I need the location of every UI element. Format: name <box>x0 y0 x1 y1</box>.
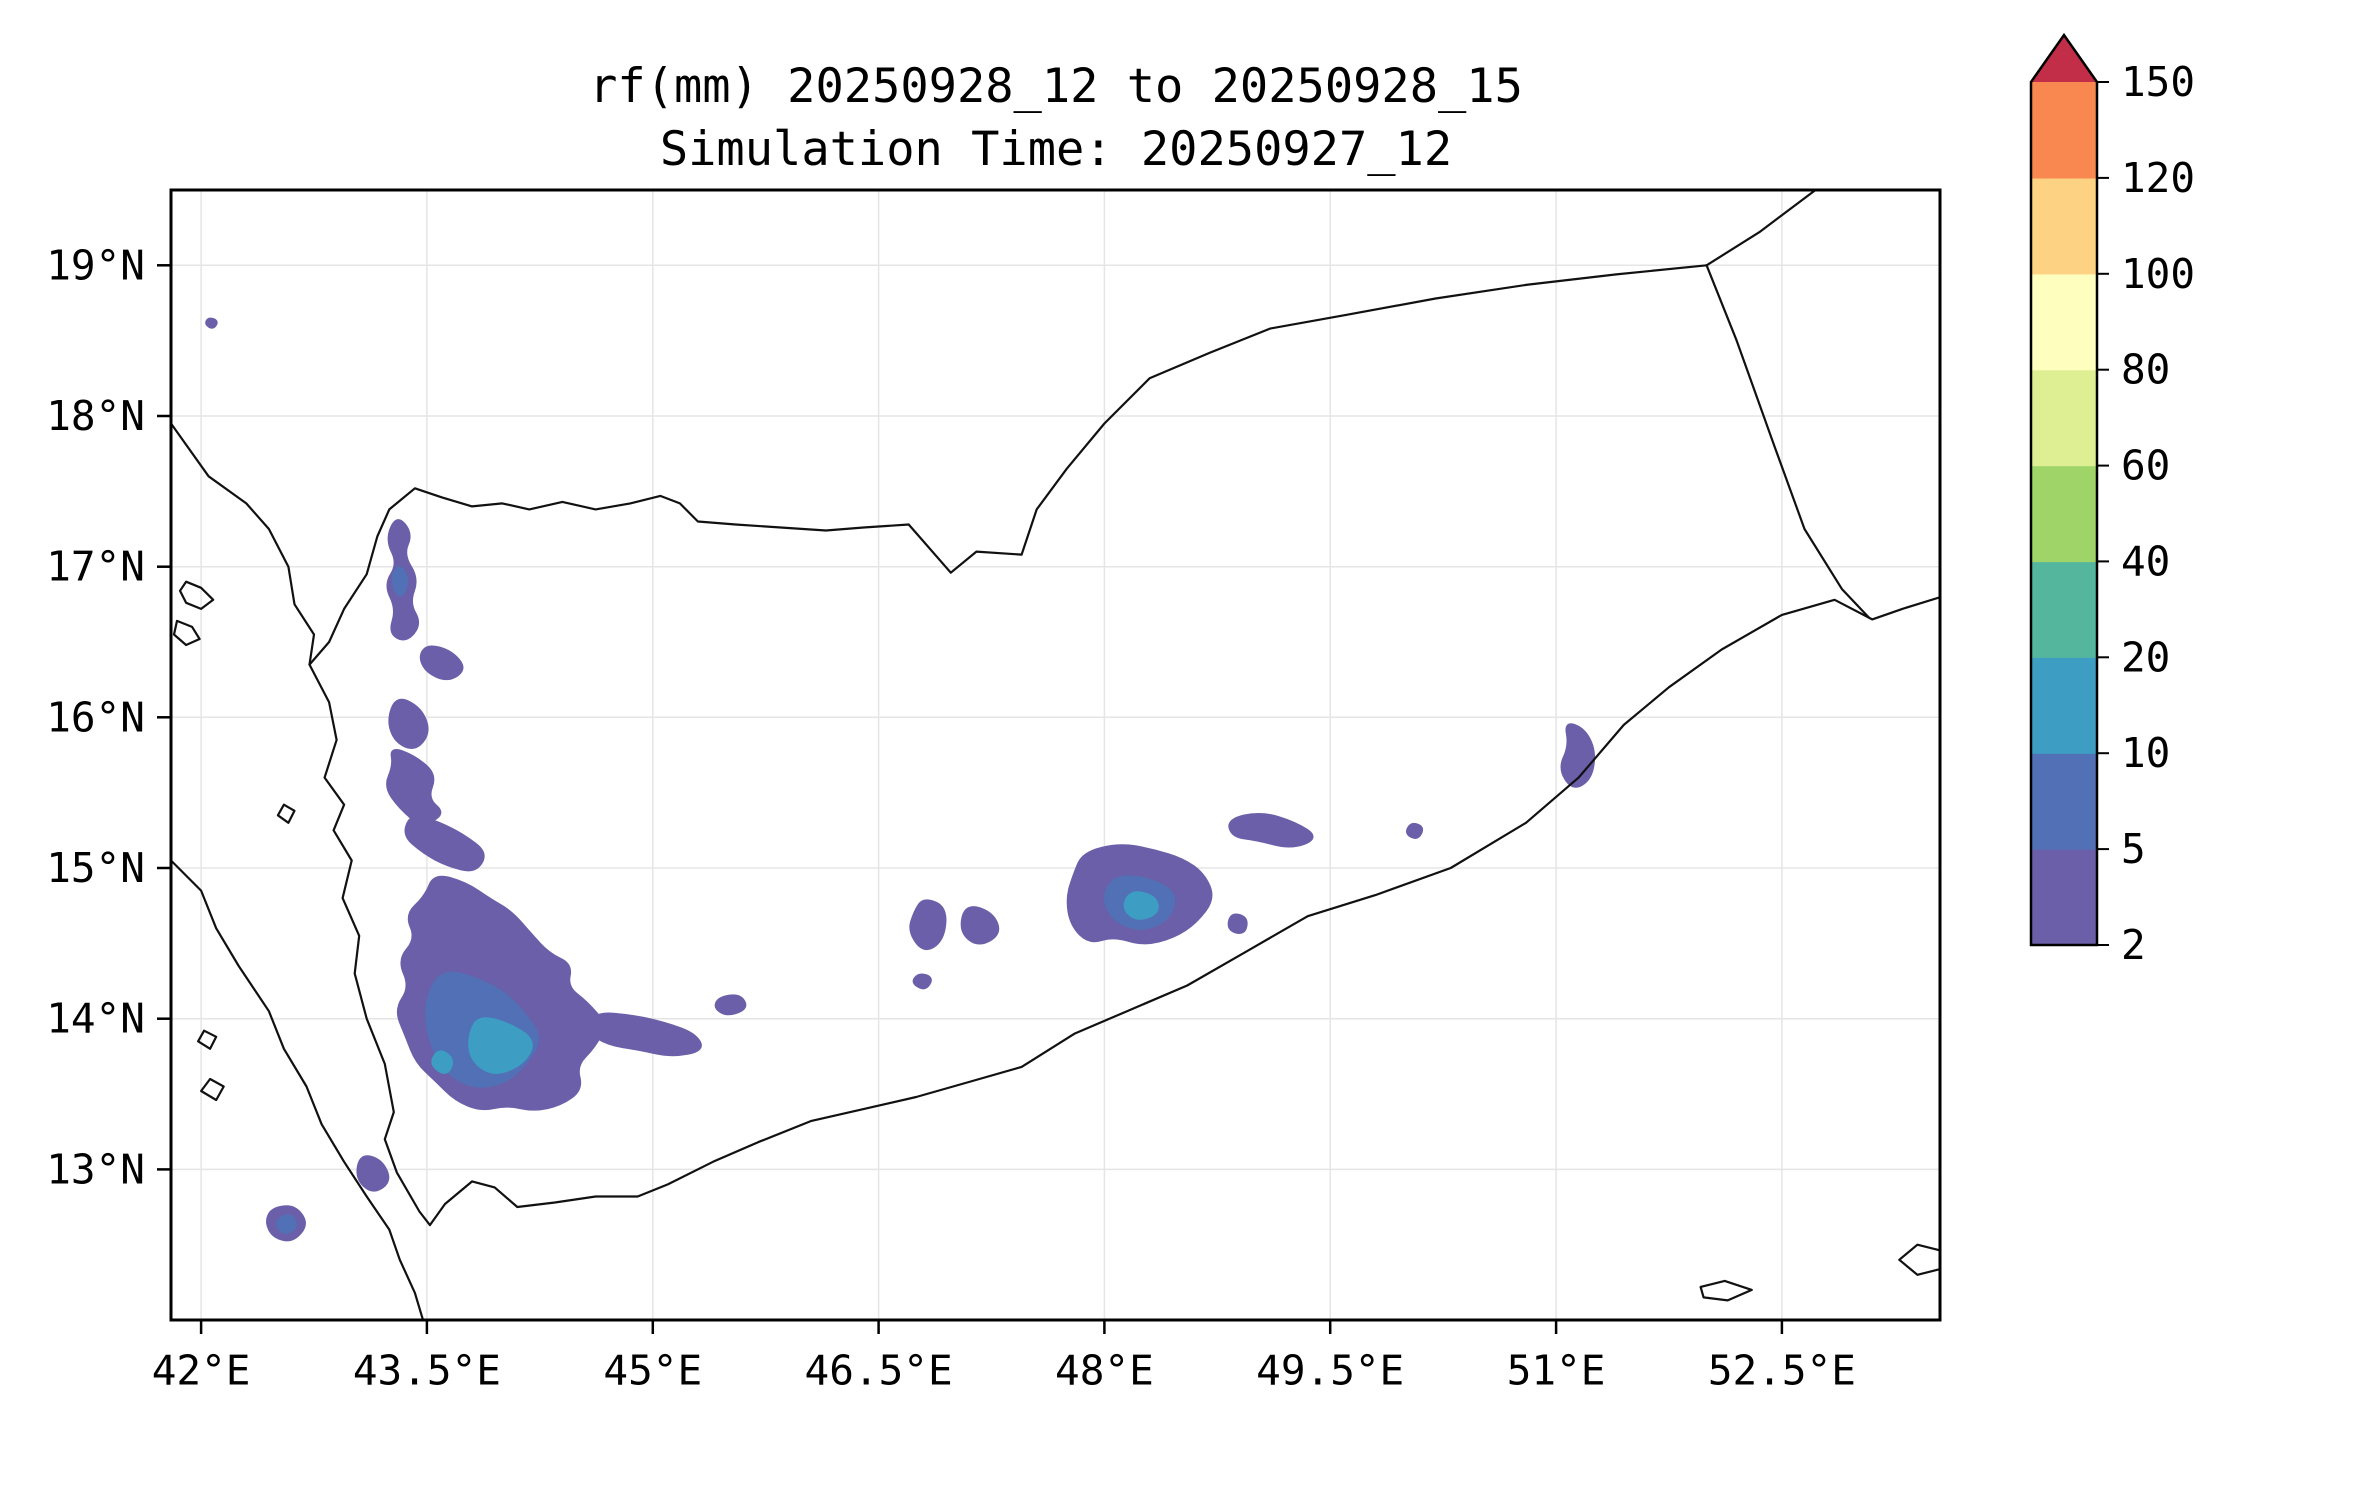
rain-cell-sw-south-tail <box>356 1155 390 1192</box>
y-tick-label: 15°N <box>46 844 145 892</box>
colorbar-tick-label-100: 100 <box>2121 250 2195 298</box>
rain-cell-east-arm-45e <box>588 1012 702 1057</box>
border-yemen-oman <box>1705 264 1871 619</box>
y-tick-label: 16°N <box>46 693 145 741</box>
colorbar-band-5-10 <box>2031 753 2097 850</box>
rain-cell-blob-47e-east <box>960 906 1000 945</box>
rain-cell-mid-highland-a <box>388 698 429 749</box>
x-tick-label: 42°E <box>152 1346 251 1394</box>
colorbar-tick-label-10: 10 <box>2121 729 2170 777</box>
colorbar-tick-label-150: 150 <box>2121 58 2195 106</box>
plot-subtitle: Simulation Time: 20250927_12 <box>660 122 1452 177</box>
rain-cell-dot-48p9e <box>1227 913 1248 934</box>
rain-cell-mid-highland-c <box>404 815 485 872</box>
colorbar-band-100-120 <box>2031 177 2097 275</box>
rain-cell-dot-46p8e <box>912 973 932 990</box>
island-farasan-north <box>178 580 215 610</box>
island-hanish <box>200 1077 225 1102</box>
x-axis: 42°E 43.5°E 45°E 46.5°E 48°E 49.5°E 51°E 52.5°E <box>152 1320 1856 1394</box>
rain-cell-nw-speck <box>205 317 218 329</box>
y-tick-label: 19°N <box>46 241 145 289</box>
colorbar-tick-label-5: 5 <box>2121 825 2146 873</box>
rain-cell-sadah-detached <box>419 645 464 681</box>
gridlines <box>171 190 1940 1320</box>
y-tick-label: 18°N <box>46 392 145 440</box>
colorbar-band-10-20 <box>2031 657 2097 754</box>
coastline-africa-eritrea-djibouti <box>171 859 425 1320</box>
x-tick-label: 51°E <box>1507 1346 1606 1394</box>
rain-cell-dot-50e <box>1406 822 1424 839</box>
island-zuqar <box>197 1029 218 1050</box>
rain-cell-mid-highland-b <box>386 749 442 824</box>
rainfall-contours <box>205 317 1596 1242</box>
colorbar-band-60-80 <box>2031 369 2097 467</box>
rain-cell-east-cluster-core <box>1123 891 1159 920</box>
x-tick-label: 46.5°E <box>805 1346 953 1394</box>
colorbar-outline <box>2029 32 2099 947</box>
x-tick-label: 43.5°E <box>353 1346 501 1394</box>
island-abd-al-kuri <box>1699 1279 1753 1302</box>
colorbar-band-20-40 <box>2031 561 2097 658</box>
colorbar-tick-label-120: 120 <box>2121 154 2195 202</box>
coastlines-and-borders <box>171 190 1940 1320</box>
x-tick-label: 45°E <box>603 1346 702 1394</box>
colorbar-tick-label-80: 80 <box>2121 346 2170 394</box>
rain-cell-blob-47e-west <box>909 899 947 951</box>
colorbar-tick-label-20: 20 <box>2121 633 2170 681</box>
island-kamaran <box>276 803 296 824</box>
rain-cell-sw-main-core <box>468 1017 533 1074</box>
x-tick-label: 52.5°E <box>1708 1346 1856 1394</box>
colorbar-band-40-60 <box>2031 465 2097 563</box>
colorbar: 2 5 10 20 40 60 80 100 120 150 <box>2029 32 2195 969</box>
island-farasan-south <box>172 619 201 647</box>
y-axis: 19°N 18°N 17°N 16°N 15°N 14°N 13°N <box>46 241 171 1193</box>
colorbar-tick-label-2: 2 <box>2121 921 2146 969</box>
x-tick-label: 49.5°E <box>1256 1346 1404 1394</box>
colorbar-band-80-100 <box>2031 273 2097 371</box>
plot-border <box>169 188 1942 1322</box>
y-tick-label: 14°N <box>46 995 145 1043</box>
y-tick-label: 17°N <box>46 543 145 591</box>
rain-cell-nw-highland-string-inner <box>391 566 409 597</box>
island-socotra-west-tip <box>1898 1243 1940 1276</box>
plot-title: rf(mm) 20250928_12 to 20250928_15 <box>589 59 1523 114</box>
rain-cell-sw-assab-inner <box>276 1214 297 1234</box>
colorbar-tick-label-40: 40 <box>2121 537 2170 585</box>
coastline-red-sea-and-gulf-of-aden <box>171 422 1940 1227</box>
y-tick-label: 13°N <box>46 1145 145 1193</box>
colorbar-band-2-5 <box>2031 849 2097 946</box>
rain-cell-small-45p5e <box>714 994 747 1016</box>
border-saudi-yemen <box>308 264 1708 666</box>
colorbar-extend-triangle <box>2031 35 2097 82</box>
rain-cell-elongated-49e <box>1228 812 1314 848</box>
rain-cell-sw-main-core-2 <box>431 1050 453 1074</box>
colorbar-tick-label-60: 60 <box>2121 442 2170 490</box>
colorbar-band-120-150 <box>2031 82 2097 179</box>
x-tick-label: 48°E <box>1055 1346 1154 1394</box>
border-saudi-oman <box>1705 190 1818 267</box>
